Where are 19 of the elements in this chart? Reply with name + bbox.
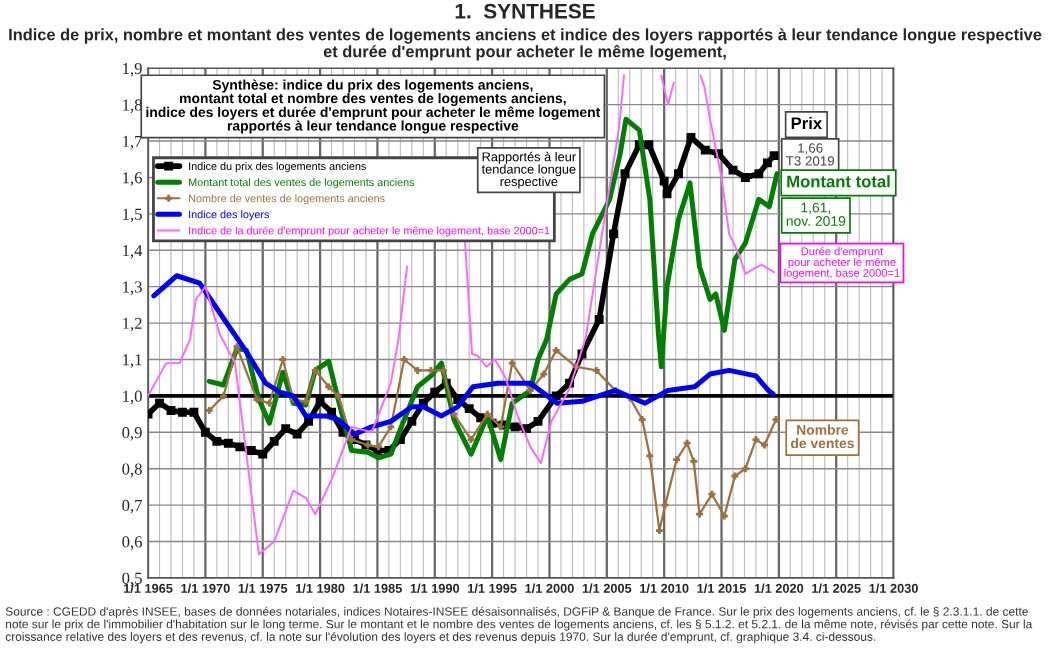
y-tick-label: 1,2	[123, 317, 142, 332]
y-tick-label: 0,6	[122, 536, 142, 550]
y-tick-label: 0,5	[122, 572, 142, 587]
y-tick-label: 1,7	[123, 135, 143, 150]
y-tick-label: 0,7	[122, 499, 143, 514]
annotation: Prix	[791, 116, 823, 129]
y-tick-label: 1,9	[123, 62, 142, 77]
y-tick-label: 1,0	[123, 390, 142, 405]
chart-subtitle: Indice de prix, nombre et montant des ventes de logements anciens et indice des loyers rapportés à leur tendance longue respective et durée d'emprunt pour acheter le même logement,	[9, 28, 1042, 61]
chart-title: 1. SYNTHESE	[455, 3, 595, 19]
y-tick-label: 0,8	[122, 463, 142, 478]
y-tick-label: 1,6	[123, 172, 142, 186]
y-tick-label: 1,5	[123, 208, 142, 223]
annotation: Montant total	[787, 175, 890, 188]
y-tick-label: 1,4	[123, 245, 143, 259]
y-tick-label: 1,1	[123, 354, 142, 368]
y-tick-label: 0,9	[122, 427, 142, 441]
y-tick-label: 1,8	[123, 99, 142, 113]
y-tick-label: 1,3	[123, 281, 142, 296]
